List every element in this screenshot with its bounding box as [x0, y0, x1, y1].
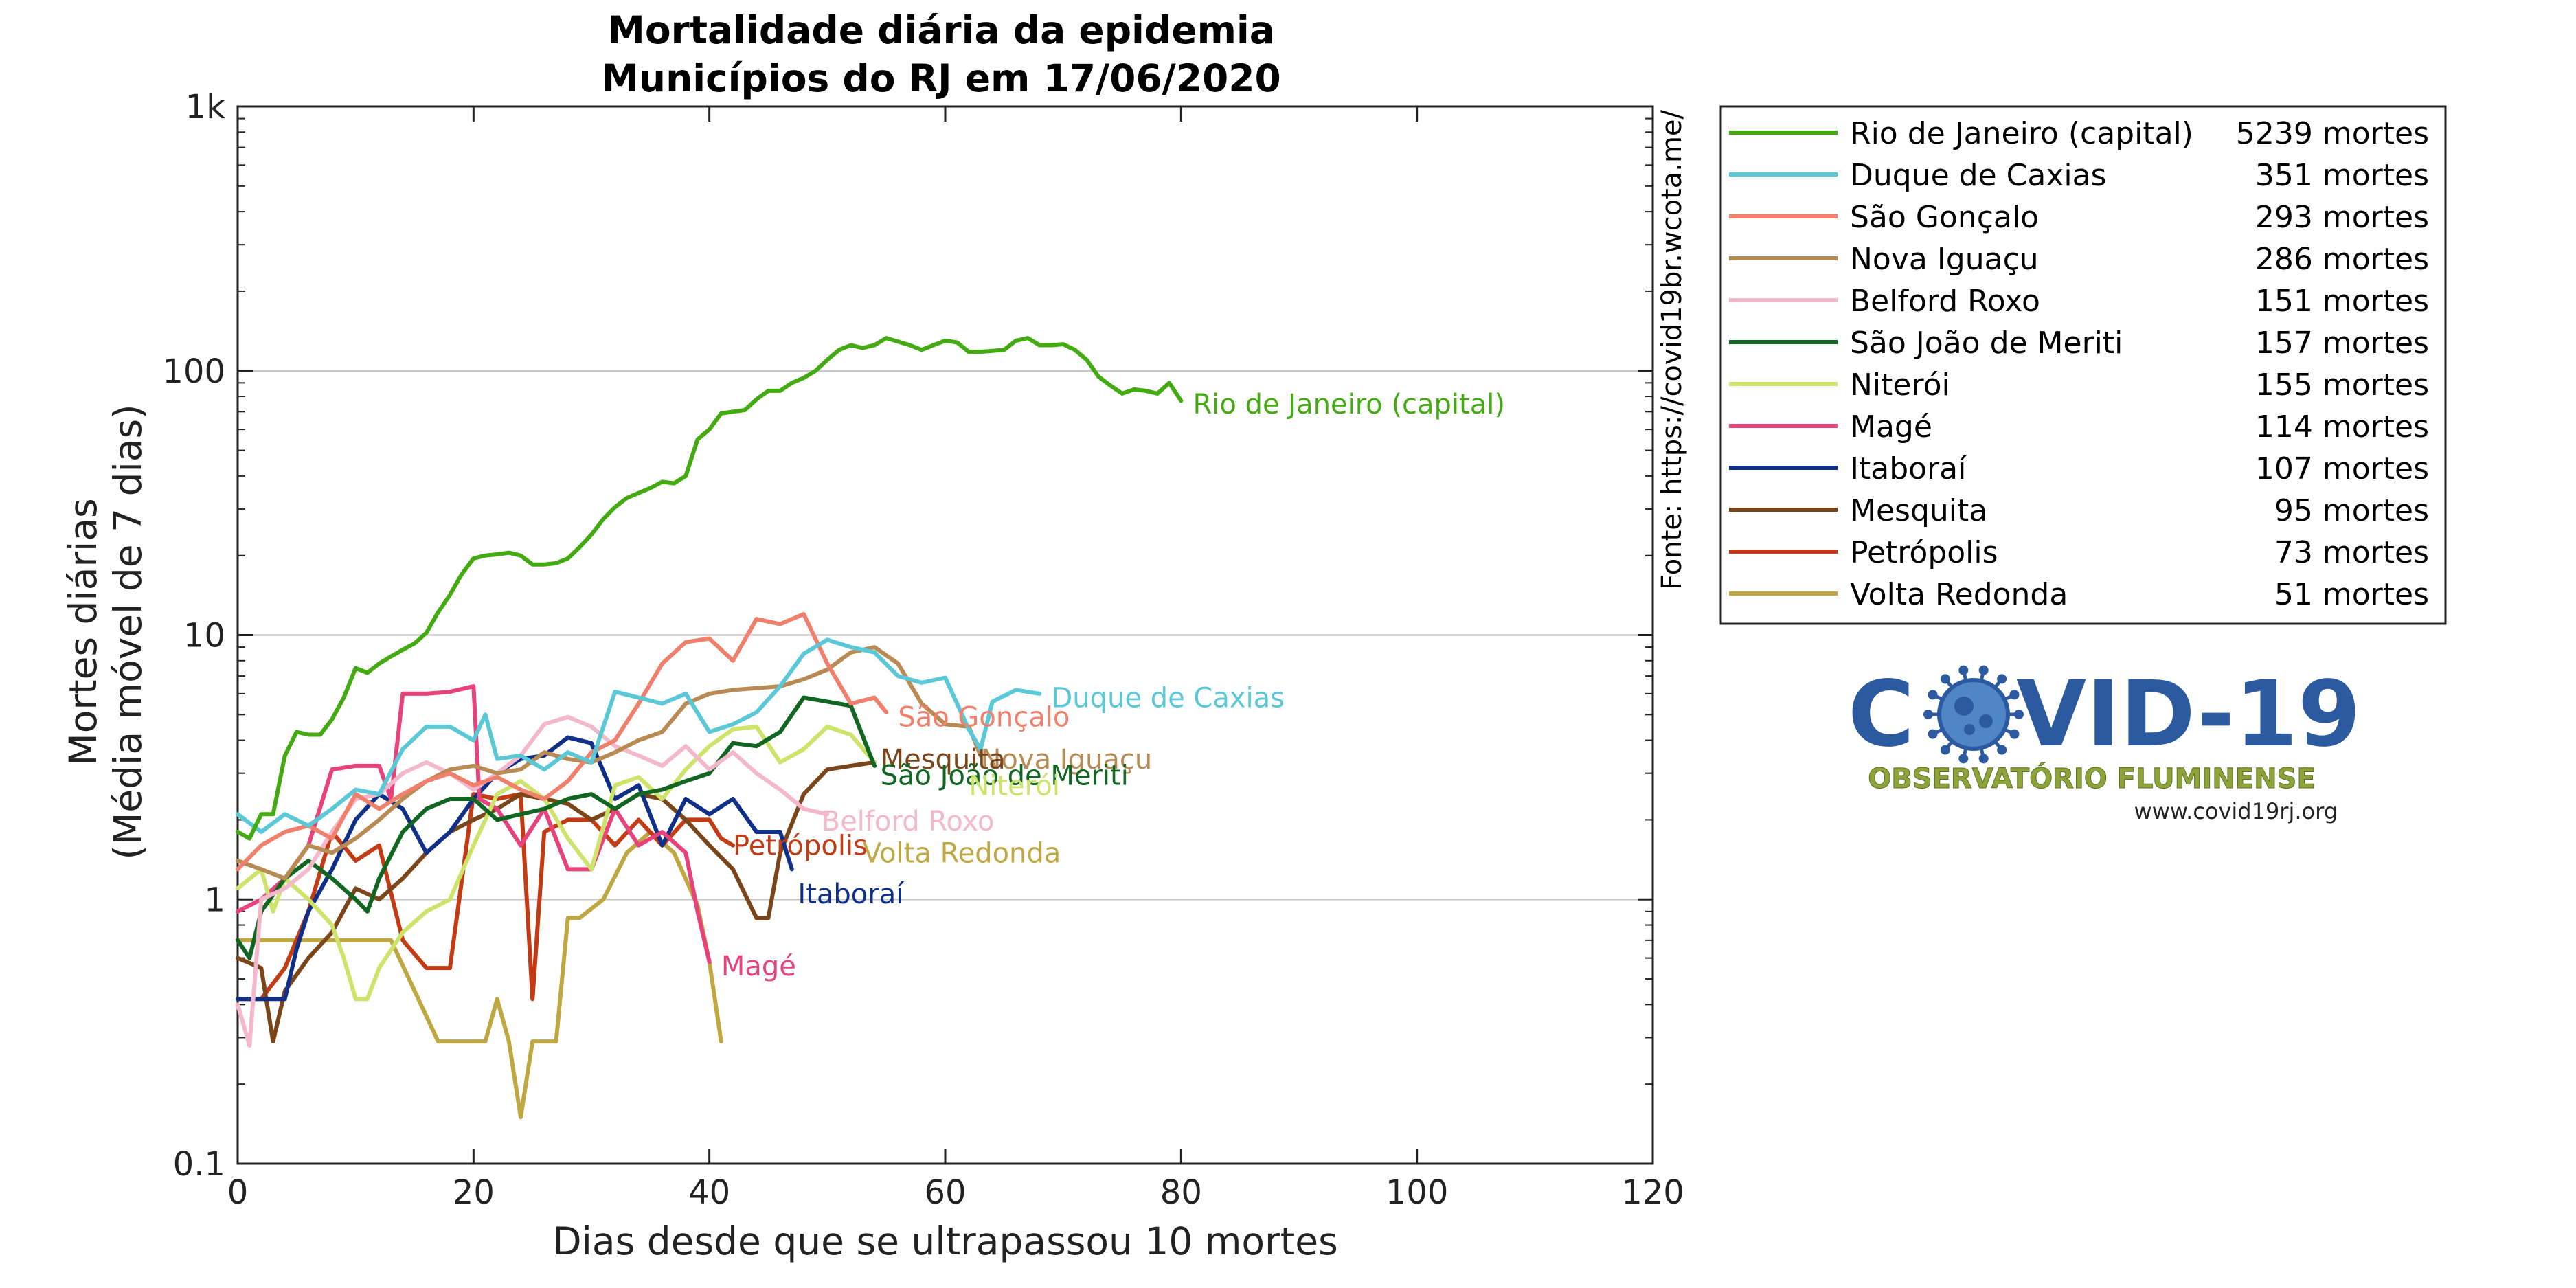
legend-series-name: São João de Meriti: [1850, 326, 2123, 361]
y-tick-label: 1k: [185, 88, 226, 126]
legend-series-name: São Gonçalo: [1850, 200, 2039, 235]
series-line: [236, 695, 877, 960]
legend-death-count: 351 mortes: [2255, 158, 2429, 193]
logo-word-left: C: [1848, 662, 1914, 767]
series-line: [236, 612, 889, 872]
series-line: [236, 760, 877, 1044]
legend-series-name: Rio de Janeiro (capital): [1850, 116, 2193, 151]
series-end-labels: Rio de Janeiro (capital)Duque de CaxiasS…: [721, 389, 1505, 982]
legend-series-name: Volta Redonda: [1850, 577, 2068, 612]
legend-series-name: Nova Iguaçu: [1850, 242, 2039, 277]
legend-death-count: 293 mortes: [2255, 200, 2429, 235]
series-end-label: São João de Meriti: [881, 760, 1129, 791]
plot-area: 0.1 1 10 100 1k 0 20 40 60 80 100 120 Rio de Janei…: [162, 88, 1684, 1212]
logo-subtitle: OBSERVATÓRIO FLUMINENSE: [1868, 762, 2315, 795]
legend-death-count: 5239 mortes: [2236, 116, 2429, 151]
legend-series-name: Duque de Caxias: [1850, 158, 2106, 193]
series-end-label: Niterói: [969, 770, 1059, 802]
series-end-label: Mesquita: [881, 744, 1006, 776]
series-end-label: Magé: [721, 951, 796, 982]
legend: Rio de Janeiro (capital) 5239 mortes Duque…: [1719, 105, 2447, 625]
x-axis-ticks: 0 20 40 60 80 100 120: [227, 106, 1684, 1212]
logo-url: www.covid19rj.org: [2134, 798, 2338, 824]
grid-lines: [238, 370, 1653, 901]
series-end-label: Rio de Janeiro (capital): [1193, 389, 1505, 420]
covid19-logo: C VID-19 OBSERVATÓRIO FLUMINENSE www.cov…: [1848, 662, 2361, 824]
series-end-label: Petrópolis: [733, 831, 868, 862]
legend-death-count: 114 mortes: [2255, 409, 2429, 444]
x-tick-label: 100: [1386, 1173, 1449, 1212]
x-tick-label: 120: [1621, 1173, 1684, 1212]
legend-box: [1719, 105, 2447, 625]
chart-title-line1: Mortalidade diária da epidemia: [607, 8, 1275, 52]
series-end-label: Itaboraí: [798, 879, 905, 910]
virus-icon: [1923, 665, 2024, 764]
series-end-label: Volta Redonda: [863, 837, 1061, 869]
series-end-label: Belford Roxo: [822, 806, 995, 837]
legend-death-count: 155 mortes: [2255, 368, 2429, 403]
x-tick-label: 60: [924, 1173, 966, 1212]
logo-word-right: VID-19: [2016, 662, 2361, 767]
source-note: Fonte: https://covid19br.wcota.me/: [1656, 109, 1688, 589]
legend-death-count: 157 mortes: [2255, 326, 2429, 361]
x-tick-label: 20: [453, 1173, 495, 1212]
x-tick-label: 0: [227, 1173, 249, 1212]
series-line: [236, 830, 723, 1120]
legend-items: Rio de Janeiro (capital) 5239 mortes Duque…: [1729, 116, 2429, 612]
series-line: [236, 724, 877, 1002]
series-end-label: Nova Iguaçu: [981, 744, 1153, 776]
legend-series-name: Petrópolis: [1850, 535, 1998, 570]
chart-title-line2: Municípios do RJ em 17/06/2020: [601, 56, 1281, 100]
x-tick-label: 80: [1160, 1173, 1202, 1212]
y-tick-label: 10: [183, 617, 225, 655]
series-line: [236, 684, 712, 964]
legend-series-name: Niterói: [1850, 368, 1950, 403]
series-line: [236, 637, 1042, 834]
legend-series-name: Itaboraí: [1850, 451, 1967, 486]
legend-series-name: Magé: [1850, 409, 1932, 444]
legend-death-count: 95 mortes: [2274, 493, 2429, 528]
series-line: [236, 336, 1184, 841]
y-tick-label: 1: [204, 881, 225, 919]
y-axis-label-line2: (Média móvel de 7 dias): [106, 404, 150, 859]
series-end-label: São Gonçalo: [898, 702, 1070, 734]
x-axis-label: Dias desde que se ultrapassou 10 mortes: [552, 1219, 1337, 1263]
legend-death-count: 73 mortes: [2274, 535, 2429, 570]
legend-death-count: 151 mortes: [2255, 284, 2429, 319]
y-axis-ticks: 0.1 1 10 100 1k: [162, 88, 1653, 1184]
x-tick-label: 40: [688, 1173, 730, 1212]
legend-series-name: Mesquita: [1850, 493, 1987, 528]
legend-death-count: 286 mortes: [2255, 242, 2429, 277]
series-end-label: Duque de Caxias: [1052, 683, 1285, 714]
y-tick-label: 100: [162, 352, 225, 391]
y-axis-label-line1: Mortes diárias: [61, 498, 105, 765]
legend-series-name: Belford Roxo: [1850, 284, 2040, 319]
legend-death-count: 51 mortes: [2274, 577, 2429, 612]
y-tick-label: 0.1: [173, 1145, 225, 1184]
legend-death-count: 107 mortes: [2255, 451, 2429, 486]
series-lines: [236, 336, 1184, 1120]
